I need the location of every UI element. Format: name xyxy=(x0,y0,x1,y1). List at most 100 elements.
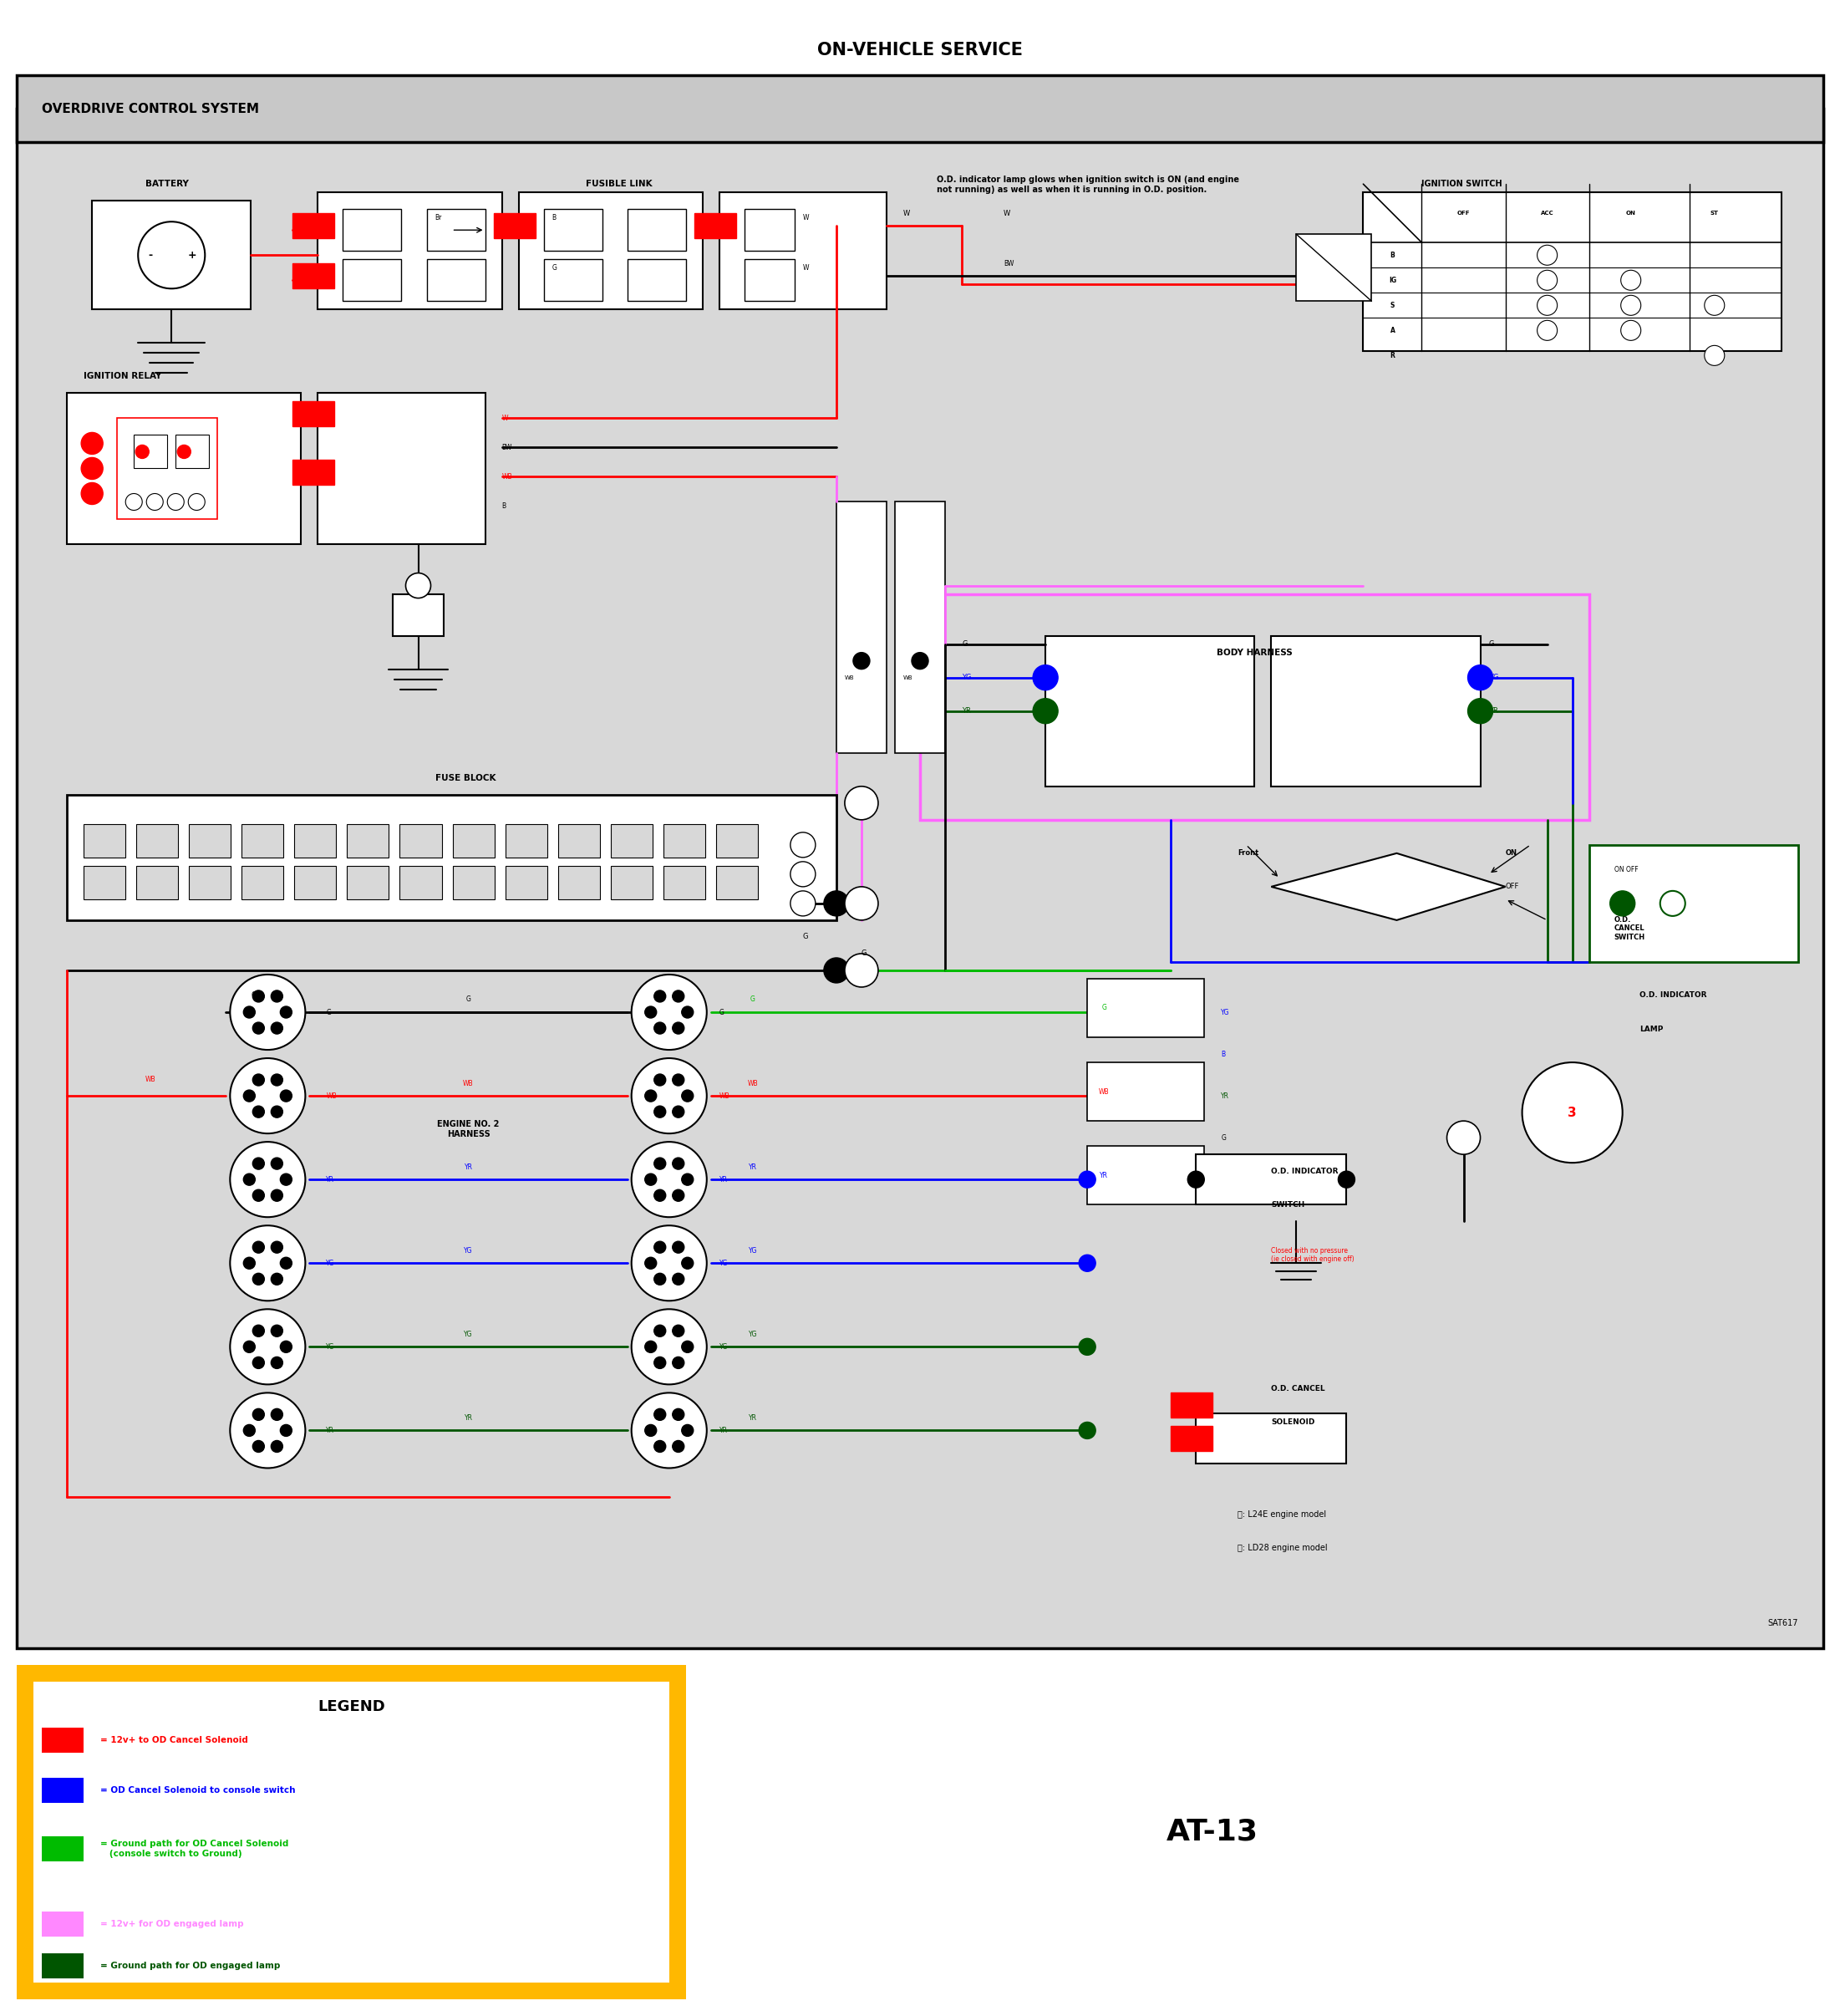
Bar xyxy=(42,1837,83,1861)
Text: YG: YG xyxy=(719,1260,729,1266)
Text: YR: YR xyxy=(1222,1093,1229,1099)
Bar xyxy=(293,460,335,486)
Circle shape xyxy=(177,446,191,458)
Circle shape xyxy=(631,974,707,1050)
Circle shape xyxy=(1468,698,1492,724)
Circle shape xyxy=(644,1341,657,1353)
Circle shape xyxy=(252,1441,265,1452)
Circle shape xyxy=(252,990,265,1002)
Text: B: B xyxy=(502,502,506,510)
Bar xyxy=(1196,1155,1347,1206)
Text: R: R xyxy=(1389,351,1395,359)
Circle shape xyxy=(81,433,103,454)
Bar xyxy=(662,825,705,857)
Circle shape xyxy=(631,1226,707,1300)
Circle shape xyxy=(1536,270,1557,290)
Circle shape xyxy=(631,1058,707,1133)
Bar xyxy=(190,865,230,899)
Bar xyxy=(42,1911,83,1937)
Bar xyxy=(42,1954,83,1978)
Text: Br: Br xyxy=(434,214,442,222)
Bar xyxy=(558,865,600,899)
Circle shape xyxy=(845,887,878,919)
Bar xyxy=(293,214,335,238)
Circle shape xyxy=(270,1022,283,1034)
Circle shape xyxy=(672,1157,684,1169)
Circle shape xyxy=(1032,665,1058,689)
Circle shape xyxy=(845,786,878,821)
Text: YG: YG xyxy=(326,1343,335,1351)
Text: WB: WB xyxy=(326,1093,337,1099)
Circle shape xyxy=(672,1409,684,1421)
Bar xyxy=(894,502,946,752)
Bar xyxy=(427,210,486,250)
Text: ON OFF: ON OFF xyxy=(1614,867,1638,873)
Text: BW: BW xyxy=(1003,260,1014,268)
Circle shape xyxy=(1536,294,1557,314)
Text: +: + xyxy=(188,250,197,260)
Circle shape xyxy=(280,1006,293,1018)
Circle shape xyxy=(653,1357,666,1369)
Bar xyxy=(558,825,600,857)
Circle shape xyxy=(653,1189,666,1202)
Circle shape xyxy=(125,494,142,510)
Text: YG: YG xyxy=(962,673,972,681)
Text: G: G xyxy=(1222,1133,1225,1141)
Circle shape xyxy=(1522,1062,1623,1163)
Circle shape xyxy=(644,1425,657,1435)
Circle shape xyxy=(1610,891,1636,915)
Bar xyxy=(493,214,535,238)
Text: S: S xyxy=(1391,302,1395,308)
Bar xyxy=(293,264,335,288)
Bar xyxy=(134,435,167,468)
Text: -: - xyxy=(149,250,153,260)
Circle shape xyxy=(791,861,815,887)
Text: AT-13: AT-13 xyxy=(1167,1818,1259,1847)
Circle shape xyxy=(791,833,815,857)
Circle shape xyxy=(672,990,684,1002)
Bar xyxy=(92,202,250,310)
Circle shape xyxy=(644,1258,657,1268)
Circle shape xyxy=(147,494,164,510)
Text: G: G xyxy=(719,1008,725,1016)
Text: G: G xyxy=(466,996,471,1004)
Bar xyxy=(118,417,217,518)
Circle shape xyxy=(1621,321,1641,341)
Bar xyxy=(453,825,495,857)
Circle shape xyxy=(653,1274,666,1284)
Circle shape xyxy=(672,1325,684,1337)
Bar xyxy=(627,260,686,300)
Text: G: G xyxy=(861,950,867,958)
Circle shape xyxy=(280,1425,293,1435)
Circle shape xyxy=(631,1393,707,1468)
Circle shape xyxy=(230,1308,305,1385)
Circle shape xyxy=(653,1107,666,1117)
Bar xyxy=(716,865,758,899)
Circle shape xyxy=(243,1006,256,1018)
Text: = 12v+ for OD engaged lamp: = 12v+ for OD engaged lamp xyxy=(101,1919,245,1927)
Circle shape xyxy=(1468,665,1492,689)
Text: YG: YG xyxy=(464,1331,473,1339)
Circle shape xyxy=(252,1157,265,1169)
Circle shape xyxy=(243,1173,256,1185)
Bar xyxy=(920,595,1590,821)
Circle shape xyxy=(653,1242,666,1254)
Circle shape xyxy=(270,1157,283,1169)
Text: BATTERY: BATTERY xyxy=(145,179,190,187)
Bar xyxy=(1271,635,1481,786)
Text: SAT617: SAT617 xyxy=(1768,1619,1798,1627)
Text: = OD Cancel Solenoid to console switch: = OD Cancel Solenoid to console switch xyxy=(101,1786,296,1794)
Circle shape xyxy=(681,1258,694,1268)
Text: Closed with no pressure
(ie closed with engine off): Closed with no pressure (ie closed with … xyxy=(1271,1246,1354,1262)
Bar xyxy=(42,1728,83,1752)
Text: YR: YR xyxy=(719,1175,727,1183)
Bar xyxy=(719,192,887,310)
Text: YR: YR xyxy=(719,1427,727,1433)
Text: YR: YR xyxy=(749,1413,756,1421)
Text: IG: IG xyxy=(1389,276,1397,284)
Text: WB: WB xyxy=(145,1075,156,1083)
Circle shape xyxy=(230,1141,305,1218)
Bar xyxy=(694,214,736,238)
Text: G: G xyxy=(552,264,558,272)
Circle shape xyxy=(252,1409,265,1421)
